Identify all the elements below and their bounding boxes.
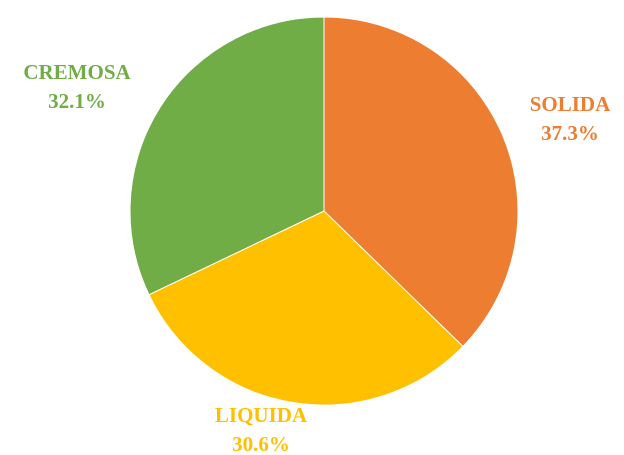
slice-value-label-cremosa: 32.1% bbox=[48, 89, 106, 113]
slice-label-cremosa: CREMOSA bbox=[23, 60, 131, 84]
slice-label-liquida: LIQUIDA bbox=[215, 403, 308, 427]
slice-value-label-solida: 37.3% bbox=[541, 121, 599, 145]
pie-slice-solida bbox=[323, 16, 519, 348]
pie-slices bbox=[129, 16, 519, 406]
slice-value-label-liquida: 30.6% bbox=[232, 432, 290, 455]
pie-labels: SOLIDA 37.3% LIQUIDA 30.6% CREMOSA 32.1% bbox=[23, 60, 611, 455]
pie-slice-liquida bbox=[148, 210, 464, 406]
slice-label-solida: SOLIDA bbox=[530, 92, 611, 116]
pie-slice-cremosa bbox=[129, 16, 325, 296]
